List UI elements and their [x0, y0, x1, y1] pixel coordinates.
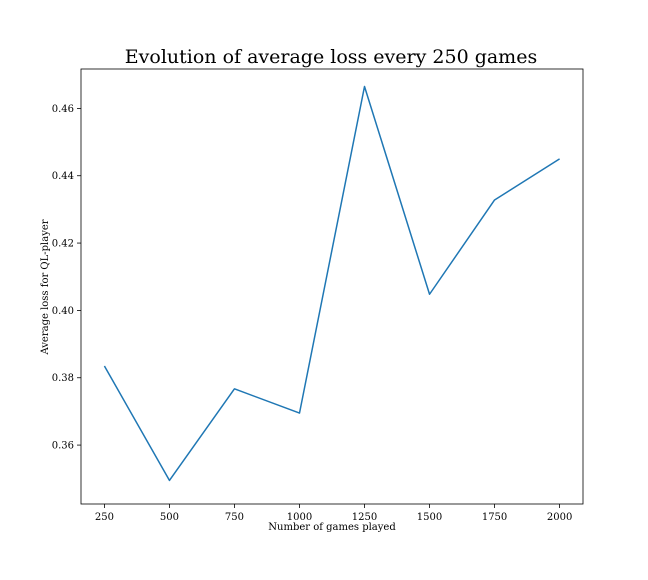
- x-tick-label: 750: [225, 512, 244, 523]
- x-tick-label: 1500: [417, 512, 442, 523]
- y-tick-label: 0.36: [52, 441, 74, 452]
- chart-title: Evolution of average loss every 250 game…: [125, 46, 537, 68]
- x-tick-label: 250: [95, 512, 114, 523]
- y-axis-label: Average loss for QL-player: [40, 219, 51, 355]
- x-tick-label: 500: [160, 512, 179, 523]
- y-tick-label: 0.44: [52, 171, 74, 182]
- x-tick-label: 2000: [547, 512, 572, 523]
- y-tick-label: 0.38: [52, 373, 74, 384]
- x-tick-label: 1750: [482, 512, 507, 523]
- x-axis-label: Number of games played: [268, 522, 396, 533]
- y-tick-label: 0.40: [52, 306, 74, 317]
- y-tick-label: 0.42: [52, 239, 74, 250]
- y-tick-label: 0.46: [52, 104, 74, 115]
